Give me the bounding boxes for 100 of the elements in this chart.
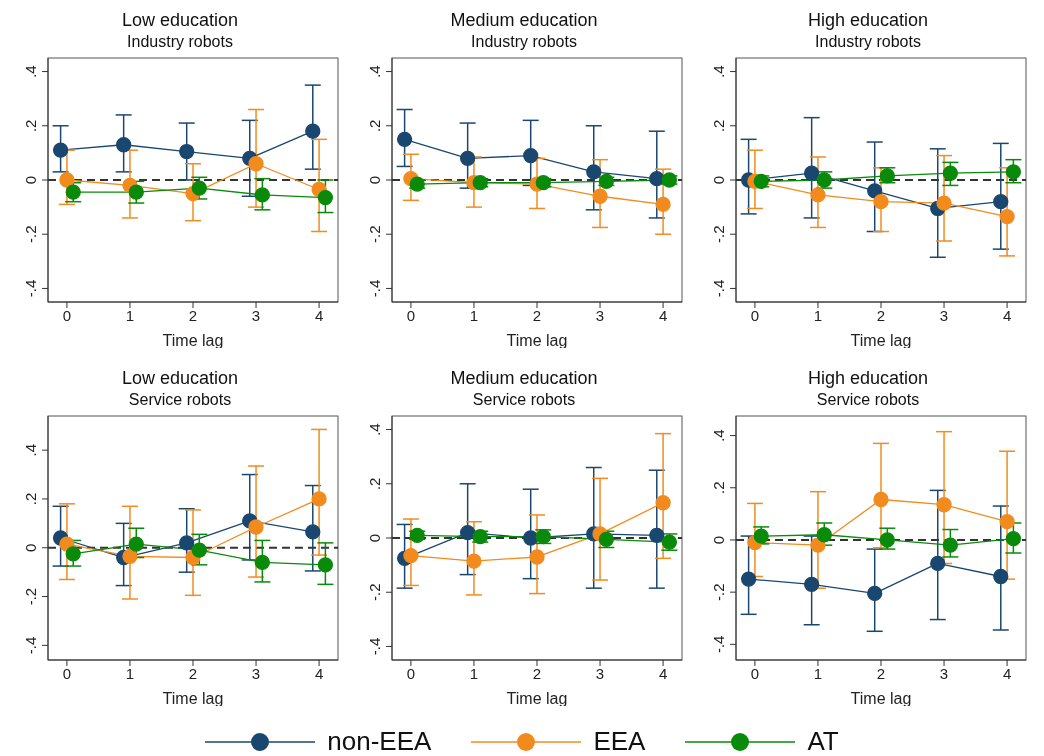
point xyxy=(466,553,482,569)
point xyxy=(873,491,889,508)
chart-subtitle: Industry robots xyxy=(126,32,234,52)
point xyxy=(523,147,539,164)
y-tick-label: 0 xyxy=(366,175,383,185)
point xyxy=(65,546,81,562)
x-tick-label: 4 xyxy=(658,664,668,682)
chart-title: Medium education xyxy=(449,367,599,390)
x-tick-label: 2 xyxy=(188,306,198,324)
point xyxy=(460,150,476,166)
x-tick-label: 3 xyxy=(595,306,605,324)
legend-label: non-EEA xyxy=(327,726,432,756)
y-tick-label: -.4 xyxy=(710,279,727,298)
y-tick-label: -.4 xyxy=(366,637,383,656)
y-tick-label: .2 xyxy=(22,492,39,506)
y-tick-label: -.4 xyxy=(22,279,39,298)
point xyxy=(191,180,207,196)
point xyxy=(930,555,946,572)
x-tick-label: 0 xyxy=(406,664,416,682)
y-tick-label: .2 xyxy=(710,119,727,133)
y-tick-label: .2 xyxy=(366,477,383,491)
point xyxy=(179,535,195,551)
x-tick-label: 1 xyxy=(125,664,135,682)
chart-title: Low education xyxy=(120,367,240,390)
point xyxy=(116,137,132,153)
legend-label: AT xyxy=(807,726,839,756)
point xyxy=(1005,531,1022,547)
y-tick-label: -.2 xyxy=(366,225,383,243)
point xyxy=(999,208,1015,225)
x-tick-label: 4 xyxy=(658,306,668,324)
point xyxy=(311,491,327,507)
y-tick-label: -.2 xyxy=(22,225,39,243)
x-tick-label: 2 xyxy=(188,664,198,682)
y-tick-label: -.2 xyxy=(22,587,39,606)
x-tick-label: 2 xyxy=(876,306,886,324)
y-tick-label: .4 xyxy=(22,65,39,78)
point xyxy=(254,554,270,571)
point xyxy=(179,143,195,160)
x-tick-label: 0 xyxy=(406,306,416,324)
point xyxy=(248,519,264,535)
y-tick-label: 0 xyxy=(710,535,727,545)
x-tick-label: 3 xyxy=(251,664,261,682)
y-tick-label: 0 xyxy=(366,533,383,543)
y-tick-label: .4 xyxy=(710,65,727,78)
point xyxy=(649,527,665,543)
y-tick-label: -.4 xyxy=(366,279,383,298)
x-tick-label: 2 xyxy=(532,664,542,682)
point xyxy=(59,172,75,188)
legend-label: EEA xyxy=(593,726,646,756)
point xyxy=(460,524,476,541)
point xyxy=(810,187,826,203)
x-tick-label: 0 xyxy=(62,664,72,682)
chart-subtitle: Service robots xyxy=(471,390,577,410)
point xyxy=(592,188,608,204)
point xyxy=(936,195,952,211)
point xyxy=(523,530,539,546)
point xyxy=(52,142,69,158)
point xyxy=(867,183,883,199)
y-tick-label: .4 xyxy=(366,65,383,78)
y-tick-label: -.4 xyxy=(710,635,727,654)
point xyxy=(804,576,820,592)
y-tick-label: 0 xyxy=(710,175,727,185)
point xyxy=(403,547,419,564)
point xyxy=(649,170,665,187)
point xyxy=(317,557,334,573)
chart-title: Medium education xyxy=(449,9,599,32)
x-tick-label: 1 xyxy=(469,306,479,324)
point xyxy=(191,542,207,558)
chart-subtitle: Industry robots xyxy=(470,32,578,52)
point xyxy=(936,497,952,513)
y-tick-label: -.4 xyxy=(22,636,39,655)
x-tick-label: 1 xyxy=(813,306,823,324)
point xyxy=(879,532,895,548)
point xyxy=(122,548,138,564)
x-tick-label: 3 xyxy=(595,664,605,682)
x-tick-label: 1 xyxy=(813,664,823,682)
chart-title: High education xyxy=(806,9,930,32)
x-tick-label: 1 xyxy=(469,664,479,682)
x-tick-label: 3 xyxy=(939,306,949,324)
y-tick-label: -.2 xyxy=(710,225,727,243)
x-tick-label: 0 xyxy=(750,664,760,682)
point xyxy=(128,184,144,200)
point xyxy=(993,194,1009,210)
point xyxy=(740,571,757,587)
x-tick-label: 0 xyxy=(62,306,72,324)
point xyxy=(942,165,958,181)
y-tick-label: .4 xyxy=(710,429,727,442)
point xyxy=(999,514,1015,530)
point xyxy=(1005,164,1022,180)
point xyxy=(248,156,264,172)
y-tick-label: 0 xyxy=(22,175,39,185)
x-tick-label: 2 xyxy=(532,306,542,324)
point xyxy=(305,123,321,139)
point xyxy=(816,527,832,543)
y-tick-label: -.2 xyxy=(366,583,383,601)
chart-subtitle: Service robots xyxy=(815,390,921,410)
y-tick-label: .4 xyxy=(22,443,39,457)
point xyxy=(993,568,1009,585)
x-tick-label: 4 xyxy=(1002,664,1012,682)
y-tick-label: -.2 xyxy=(710,583,727,601)
